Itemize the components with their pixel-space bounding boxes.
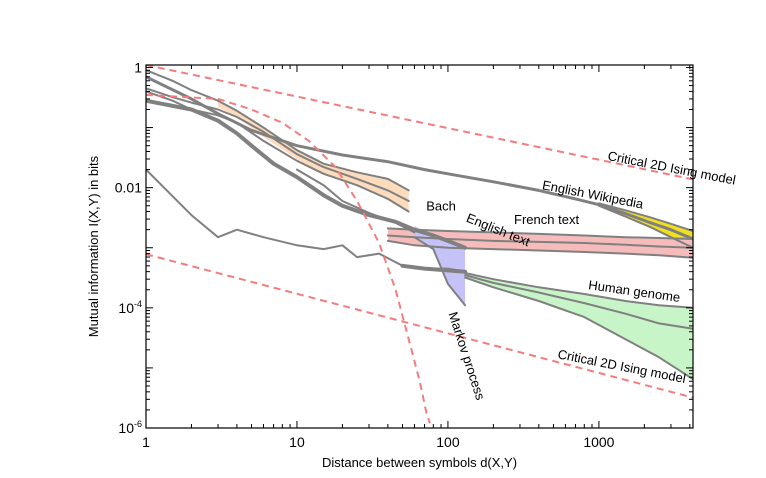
y-tick-label: 1 — [134, 59, 142, 75]
series-top-curve — [146, 69, 410, 192]
axis-ticks: 1 10 100 1000 1 0.01 10-4 10-6 — [115, 59, 693, 450]
x-tick-label: 1000 — [583, 434, 614, 450]
band-bach — [218, 100, 409, 212]
band-english-text — [414, 226, 466, 306]
y-tick-label: 10-4 — [118, 299, 142, 316]
series-english-main — [146, 98, 468, 250]
series-english-drop — [413, 236, 467, 307]
series-french-up — [386, 227, 693, 240]
series-wiki-up — [597, 202, 693, 232]
annotation-label: Bach — [426, 198, 456, 213]
y-axis-label: Mutual information I(X,Y) in bits — [86, 155, 101, 337]
series-bach-mid — [146, 87, 410, 202]
series-ising-upper — [146, 65, 693, 181]
series-layer — [146, 65, 693, 424]
x-axis-label: Distance between symbols d(X,Y) — [322, 455, 517, 470]
series-genome-up — [464, 272, 693, 309]
y-tick-label: 0.01 — [115, 180, 142, 196]
series-french-lo — [386, 239, 693, 259]
series-french-mid — [386, 234, 693, 249]
band-genome — [465, 273, 693, 380]
band-french — [387, 228, 693, 258]
series-ising-lower — [146, 253, 693, 399]
series-genome-lo — [464, 276, 693, 381]
series-genome-main — [400, 263, 468, 274]
annotation-label: English Wikipedia — [541, 177, 645, 211]
x-tick-label: 1 — [142, 434, 150, 450]
series-wiki-lo — [597, 204, 693, 249]
annotation-label: Critical 2D Ising model — [607, 148, 738, 188]
series-english-sub — [296, 168, 416, 234]
series-genome-mid — [464, 274, 693, 330]
x-tick-label: 10 — [289, 434, 305, 450]
plot-frame — [145, 64, 694, 429]
annotation-label: French text — [514, 212, 579, 227]
y-tick-label: 10-6 — [118, 419, 142, 436]
annotation-label: Markov process — [446, 310, 489, 402]
x-tick-label: 100 — [436, 434, 460, 450]
